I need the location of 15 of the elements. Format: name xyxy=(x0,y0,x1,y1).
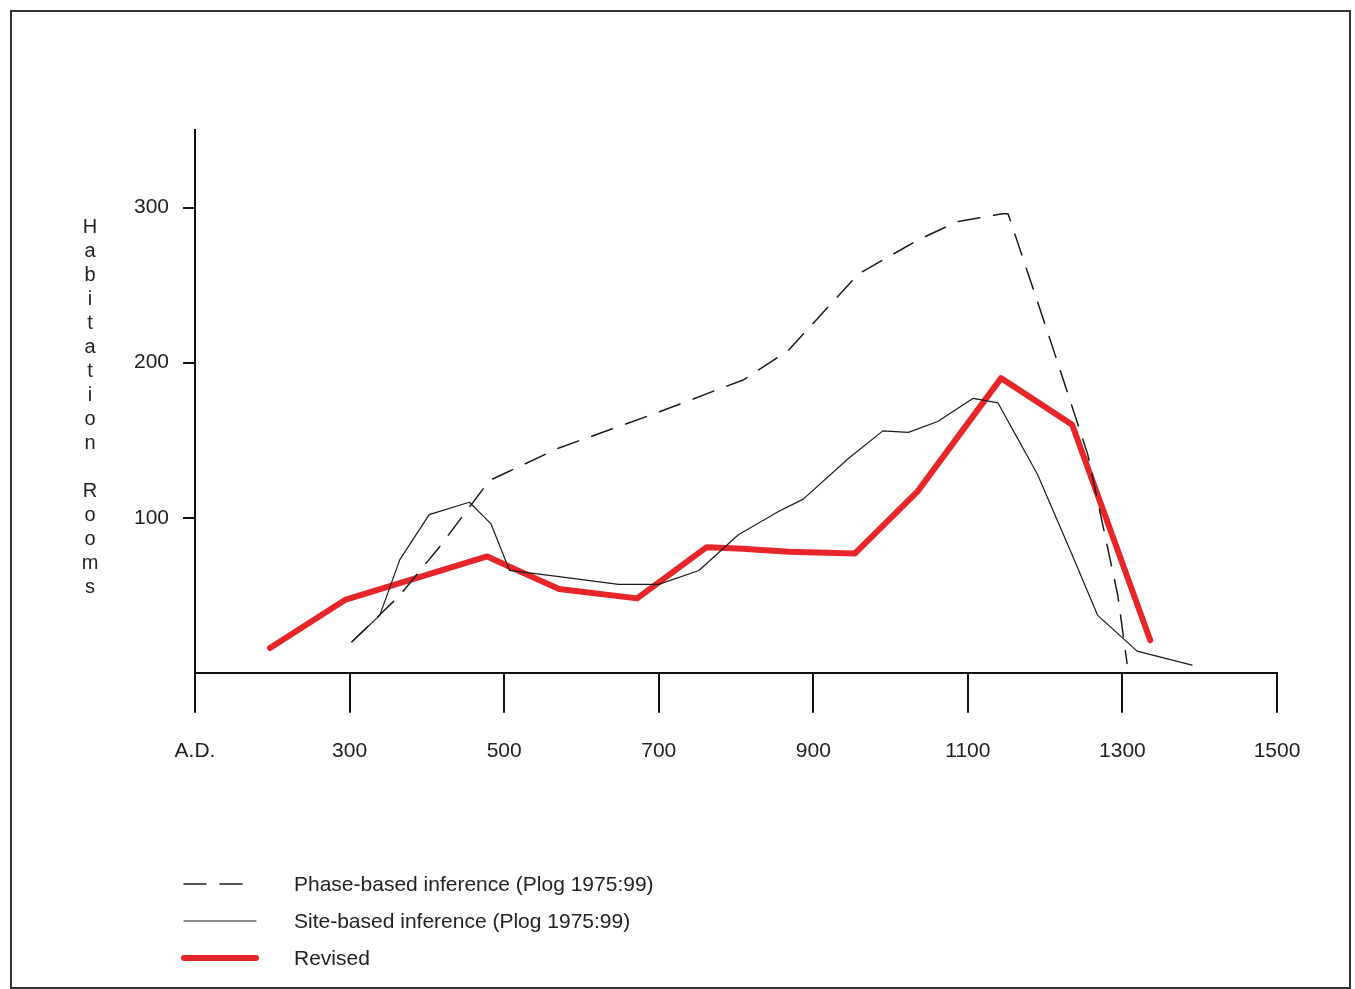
x-tick-label: A.D. xyxy=(174,738,216,762)
x-tick-label: 1300 xyxy=(1099,738,1146,762)
y-tick-label: 200 xyxy=(133,349,170,373)
y-tick-label: 100 xyxy=(133,504,170,528)
legend-label: Revised xyxy=(294,945,370,970)
x-tick-label: 900 xyxy=(795,738,831,762)
legend-label: Site-based inference (Plog 1975:99) xyxy=(294,908,631,933)
legend-label: Phase-based inference (Plog 1975:99) xyxy=(294,871,654,896)
y-tick-label: 300 xyxy=(133,194,170,218)
x-tick-label: 1100 xyxy=(945,738,991,762)
y-axis-title: Habitation Rooms xyxy=(78,215,101,599)
x-tick-label: 300 xyxy=(332,738,368,762)
x-tick-label: 500 xyxy=(486,738,522,762)
x-tick-label: 700 xyxy=(641,738,677,762)
x-tick-label: 1500 xyxy=(1253,738,1301,762)
